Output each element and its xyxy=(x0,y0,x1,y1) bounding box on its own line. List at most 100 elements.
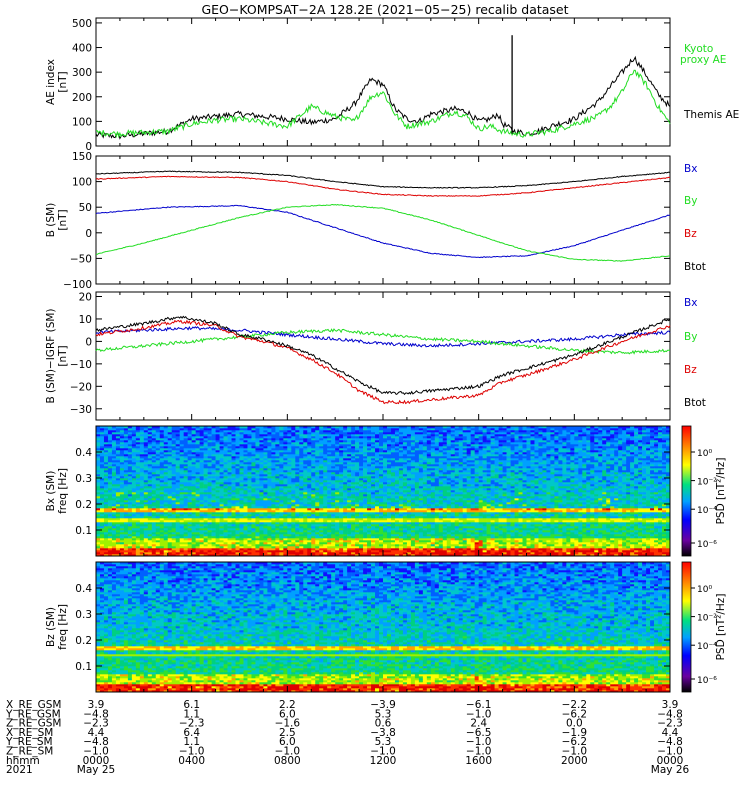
spectrogram-cell xyxy=(371,536,375,538)
spectrogram-cell xyxy=(188,522,192,524)
spectrogram-cell xyxy=(247,548,251,550)
spectrogram-cell xyxy=(279,496,283,498)
spectrogram-cell xyxy=(299,538,303,540)
spectrogram-cell xyxy=(156,544,160,546)
spectrogram-cell xyxy=(339,510,343,512)
spectrogram-cell xyxy=(367,494,371,496)
spectrogram-cell xyxy=(132,492,136,494)
spectrogram-cell xyxy=(144,490,148,492)
spectrogram-cell xyxy=(263,498,267,500)
spectrogram-cell xyxy=(196,514,200,516)
spectrogram-cell xyxy=(156,536,160,538)
spectrogram-cell xyxy=(152,442,156,444)
spectrogram-cell xyxy=(204,470,208,472)
spectrogram-cell xyxy=(216,462,220,464)
spectrogram-cell xyxy=(168,456,172,458)
spectrogram-cell xyxy=(100,436,104,438)
spectrogram-cell xyxy=(375,546,379,548)
spectrogram-cell xyxy=(375,434,379,436)
spectrogram-cell xyxy=(319,550,323,552)
spectrogram-cell xyxy=(212,428,216,430)
spectrogram-cell xyxy=(335,538,339,540)
spectrogram-cell xyxy=(307,522,311,524)
spectrogram-cell xyxy=(251,464,255,466)
spectrogram-cell xyxy=(148,468,152,470)
spectrogram-cell xyxy=(108,506,112,508)
spectrogram-cell xyxy=(327,448,331,450)
spectrogram-cell xyxy=(347,548,351,550)
spectrogram-cell xyxy=(271,474,275,476)
spectrogram-cell xyxy=(367,462,371,464)
spectrogram-cell xyxy=(208,500,212,502)
spectrogram-cell xyxy=(172,452,176,454)
spectrogram-cell xyxy=(216,476,220,478)
spectrogram-cell xyxy=(303,464,307,466)
spectrogram-cell xyxy=(104,504,108,506)
spectrogram-cell xyxy=(164,462,168,464)
spectrogram-cell xyxy=(331,532,335,534)
spectrogram-cell xyxy=(100,520,104,522)
spectrogram-cell xyxy=(232,508,236,510)
spectrogram-cell xyxy=(311,472,315,474)
spectrogram-cell xyxy=(212,492,216,494)
spectrogram-cell xyxy=(319,436,323,438)
spectrogram-cell xyxy=(335,434,339,436)
spectrogram-cell xyxy=(311,474,315,476)
spectrogram-cell xyxy=(347,532,351,534)
spectrogram-cell xyxy=(287,542,291,544)
spectrogram-cell xyxy=(148,524,152,526)
spectrogram-cell xyxy=(112,482,116,484)
spectrogram-cell xyxy=(148,436,152,438)
spectrogram-cell xyxy=(243,522,247,524)
spectrogram-cell xyxy=(100,522,104,524)
spectrogram-cell xyxy=(327,482,331,484)
spectrogram-cell xyxy=(327,528,331,530)
spectrogram-cell xyxy=(180,444,184,446)
spectrogram-cell xyxy=(271,490,275,492)
spectrogram-cell xyxy=(327,526,331,528)
spectrogram-cell xyxy=(104,524,108,526)
spectrogram-cell xyxy=(343,522,347,524)
spectrogram-cell xyxy=(132,532,136,534)
spectrogram-cell xyxy=(343,480,347,482)
spectrogram-cell xyxy=(279,454,283,456)
spectrogram-cell xyxy=(96,534,100,536)
spectrogram-cell xyxy=(283,532,287,534)
spectrogram-cell xyxy=(267,542,271,544)
spectrogram-cell xyxy=(200,482,204,484)
spectrogram-cell xyxy=(291,526,295,528)
spectrogram-cell xyxy=(148,546,152,548)
spectrogram-cell xyxy=(311,520,315,522)
spectrogram-cell xyxy=(156,512,160,514)
spectrogram-cell xyxy=(311,504,315,506)
spectrogram-cell xyxy=(228,432,232,434)
spectrogram-cell xyxy=(144,498,148,500)
spectrogram-cell xyxy=(307,448,311,450)
spectrogram-cell xyxy=(240,522,244,524)
spectrogram-cell xyxy=(339,546,343,548)
spectrogram-cell xyxy=(359,466,363,468)
spectrogram-cell xyxy=(247,512,251,514)
spectrogram-cell xyxy=(247,460,251,462)
spectrogram-cell xyxy=(204,524,208,526)
spectrogram-cell xyxy=(164,548,168,550)
spectrogram-cell xyxy=(355,530,359,532)
spectrogram-cell xyxy=(279,520,283,522)
spectrogram-cell xyxy=(279,444,283,446)
spectrogram-cell xyxy=(188,430,192,432)
spectrogram-cell xyxy=(236,470,240,472)
spectrogram-cell xyxy=(279,476,283,478)
spectrogram-cell xyxy=(347,428,351,430)
spectrogram-cell xyxy=(263,488,267,490)
spectrogram-cell xyxy=(116,452,120,454)
spectrogram-cell xyxy=(375,458,379,460)
spectrogram-cell xyxy=(156,428,160,430)
spectrogram-cell xyxy=(343,528,347,530)
spectrogram-cell xyxy=(355,472,359,474)
spectrogram-cell xyxy=(255,480,259,482)
spectrogram-cell xyxy=(347,468,351,470)
spectrogram-cell xyxy=(108,548,112,550)
spectrogram-cell xyxy=(236,516,240,518)
spectrogram-cell xyxy=(188,508,192,510)
spectrogram-cell xyxy=(184,462,188,464)
